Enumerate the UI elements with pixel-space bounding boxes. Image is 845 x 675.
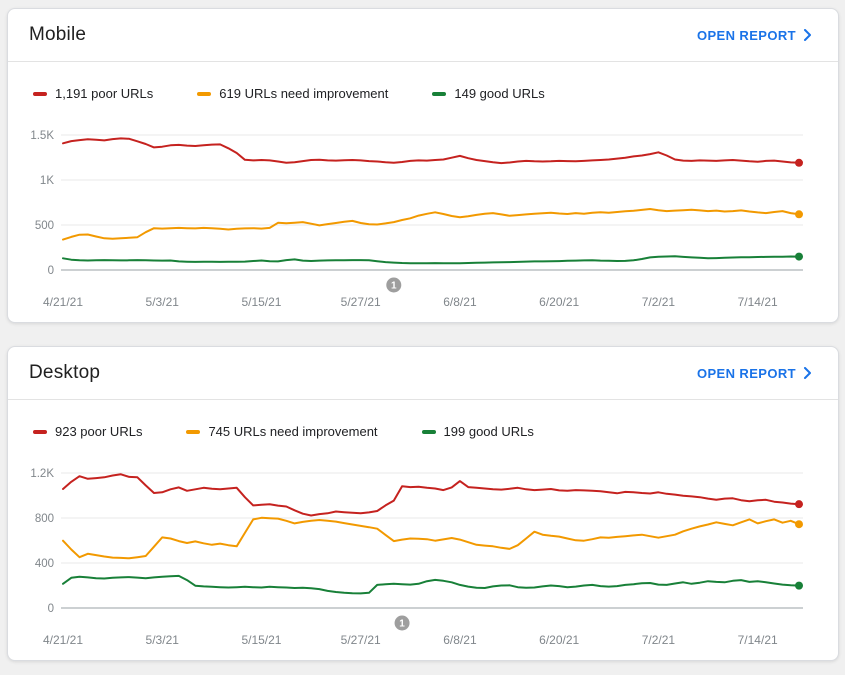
mobile-chart[interactable]: 0 500 1K 1.5K 4/21/21 5/3/21 5/15/21 5/27/21 6/8… [8,109,838,323]
svg-text:7/14/21: 7/14/21 [738,633,778,647]
chevron-right-icon [804,29,811,41]
svg-text:7/2/21: 7/2/21 [642,295,676,309]
annotation-marker[interactable]: 1 [386,277,402,293]
x-axis-labels: 4/21/21 5/3/21 5/15/21 5/27/21 6/8/21 6/20/21… [43,295,778,309]
svg-text:1.2K: 1.2K [30,468,54,480]
svg-text:500: 500 [35,220,54,232]
svg-text:1K: 1K [40,175,54,187]
legend-item[interactable]: 923 poor URLs [33,419,142,444]
desktop-card: Desktop OPEN REPORT 923 poor URLs 745 URL… [7,346,839,661]
svg-text:0: 0 [48,603,54,615]
legend-item[interactable]: 1,191 poor URLs [33,81,153,106]
svg-text:5/15/21: 5/15/21 [241,633,281,647]
open-report-link-desktop[interactable]: OPEN REPORT [697,366,812,381]
svg-text:6/20/21: 6/20/21 [539,633,579,647]
svg-text:5/3/21: 5/3/21 [146,633,180,647]
svg-text:5/15/21: 5/15/21 [241,295,281,309]
chevron-right-icon [804,367,811,379]
legend-swatch [421,429,436,434]
svg-text:6/8/21: 6/8/21 [443,295,477,309]
desktop-card-header: Desktop OPEN REPORT [8,347,838,400]
svg-text:7/14/21: 7/14/21 [738,295,778,309]
open-report-label: OPEN REPORT [696,365,796,381]
series-end-dot [795,210,803,219]
svg-text:1: 1 [391,281,397,292]
svg-text:5/3/21: 5/3/21 [146,295,180,309]
svg-text:4/21/21: 4/21/21 [43,633,83,647]
svg-text:6/8/21: 6/8/21 [443,633,477,647]
legend-swatch [33,429,47,434]
legend-item[interactable]: 745 URLs need improvement [186,419,378,444]
legend-swatch [33,91,47,96]
svg-text:1.5K: 1.5K [30,130,54,142]
legend-label: 745 URLs need improvement [208,424,378,439]
svg-text:5/27/21: 5/27/21 [341,295,381,309]
series-end-dot [795,158,803,167]
legend-swatch [186,429,201,434]
x-axis-labels: 4/21/21 5/3/21 5/15/21 5/27/21 6/8/21 6/20/21… [43,633,778,647]
svg-text:800: 800 [35,513,54,525]
legend-desktop: 923 poor URLs 745 URLs need improvement 19… [8,400,838,444]
series-line [62,516,800,560]
legend-swatch [197,91,212,96]
series-line [62,208,800,241]
svg-text:5/27/21: 5/27/21 [341,633,381,647]
annotation-marker[interactable]: 1 [394,615,410,631]
svg-text:1: 1 [399,619,405,630]
svg-text:400: 400 [35,558,54,570]
svg-text:4/21/21: 4/21/21 [43,295,83,309]
core-web-vitals-page: Mobile OPEN REPORT 1,191 poor URLs 619 UR… [7,8,839,661]
gridlines: 0 400 800 1.2K [30,468,803,615]
open-report-link-mobile[interactable]: OPEN REPORT [697,28,812,43]
series-line [62,473,800,517]
legend-item[interactable]: 149 good URLs [432,81,545,106]
card-title-mobile: Mobile [29,24,87,45]
series-end-dot [795,520,803,529]
legend-label: 1,191 poor URLs [55,86,154,101]
svg-text:7/2/21: 7/2/21 [642,633,676,647]
legend-label: 149 good URLs [454,86,545,101]
legend-label: 619 URLs need improvement [219,86,389,101]
mobile-card: Mobile OPEN REPORT 1,191 poor URLs 619 UR… [7,8,839,323]
gridlines: 0 500 1K 1.5K [30,130,803,277]
series-end-dot [795,581,803,590]
series-end-dot [795,252,803,261]
series-end-dot [795,500,803,509]
legend-item[interactable]: 199 good URLs [421,419,534,444]
desktop-chart[interactable]: 0 400 800 1.2K 4/21/21 5/3/21 5/15/21 5/27/21 6/… [8,447,838,661]
open-report-label: OPEN REPORT [696,27,796,43]
legend-label: 923 poor URLs [55,424,143,439]
mobile-card-header: Mobile OPEN REPORT [8,9,838,62]
series-line [62,137,800,165]
legend-swatch [432,91,447,96]
series-line [62,574,800,595]
series-line [62,255,800,265]
legend-label: 199 good URLs [443,424,534,439]
legend-item[interactable]: 619 URLs need improvement [197,81,388,106]
svg-text:0: 0 [48,265,54,277]
card-title-desktop: Desktop [29,362,101,383]
svg-text:6/20/21: 6/20/21 [539,295,579,309]
legend-mobile: 1,191 poor URLs 619 URLs need improvement… [8,62,838,106]
